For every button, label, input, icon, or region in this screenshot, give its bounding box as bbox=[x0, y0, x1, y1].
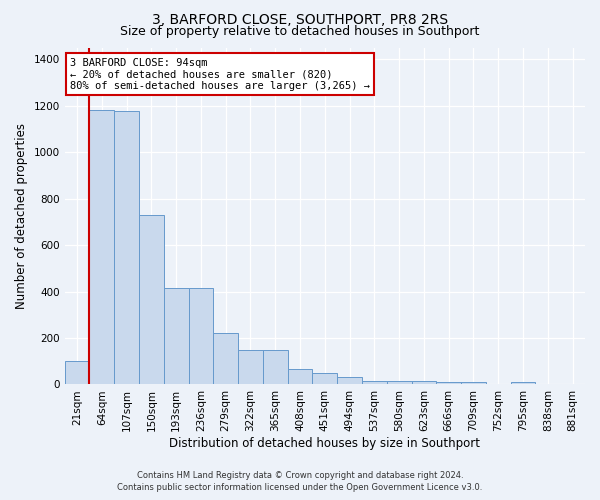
X-axis label: Distribution of detached houses by size in Southport: Distribution of detached houses by size … bbox=[169, 437, 481, 450]
Bar bbox=[238, 350, 263, 384]
Text: Contains HM Land Registry data © Crown copyright and database right 2024.
Contai: Contains HM Land Registry data © Crown c… bbox=[118, 471, 482, 492]
Bar bbox=[287, 370, 313, 384]
Bar bbox=[139, 215, 164, 384]
Bar bbox=[188, 288, 214, 384]
Bar bbox=[436, 382, 461, 384]
Bar bbox=[65, 361, 89, 384]
Text: 3 BARFORD CLOSE: 94sqm
← 20% of detached houses are smaller (820)
80% of semi-de: 3 BARFORD CLOSE: 94sqm ← 20% of detached… bbox=[70, 58, 370, 91]
Y-axis label: Number of detached properties: Number of detached properties bbox=[15, 123, 28, 309]
Bar bbox=[214, 334, 238, 384]
Bar bbox=[362, 381, 387, 384]
Bar bbox=[511, 382, 535, 384]
Bar bbox=[387, 381, 412, 384]
Bar bbox=[461, 382, 486, 384]
Bar bbox=[164, 288, 188, 384]
Bar bbox=[89, 110, 114, 384]
Bar bbox=[263, 350, 287, 384]
Bar bbox=[114, 112, 139, 384]
Bar bbox=[337, 378, 362, 384]
Text: Size of property relative to detached houses in Southport: Size of property relative to detached ho… bbox=[121, 25, 479, 38]
Text: 3, BARFORD CLOSE, SOUTHPORT, PR8 2RS: 3, BARFORD CLOSE, SOUTHPORT, PR8 2RS bbox=[152, 12, 448, 26]
Bar bbox=[412, 381, 436, 384]
Bar bbox=[313, 373, 337, 384]
